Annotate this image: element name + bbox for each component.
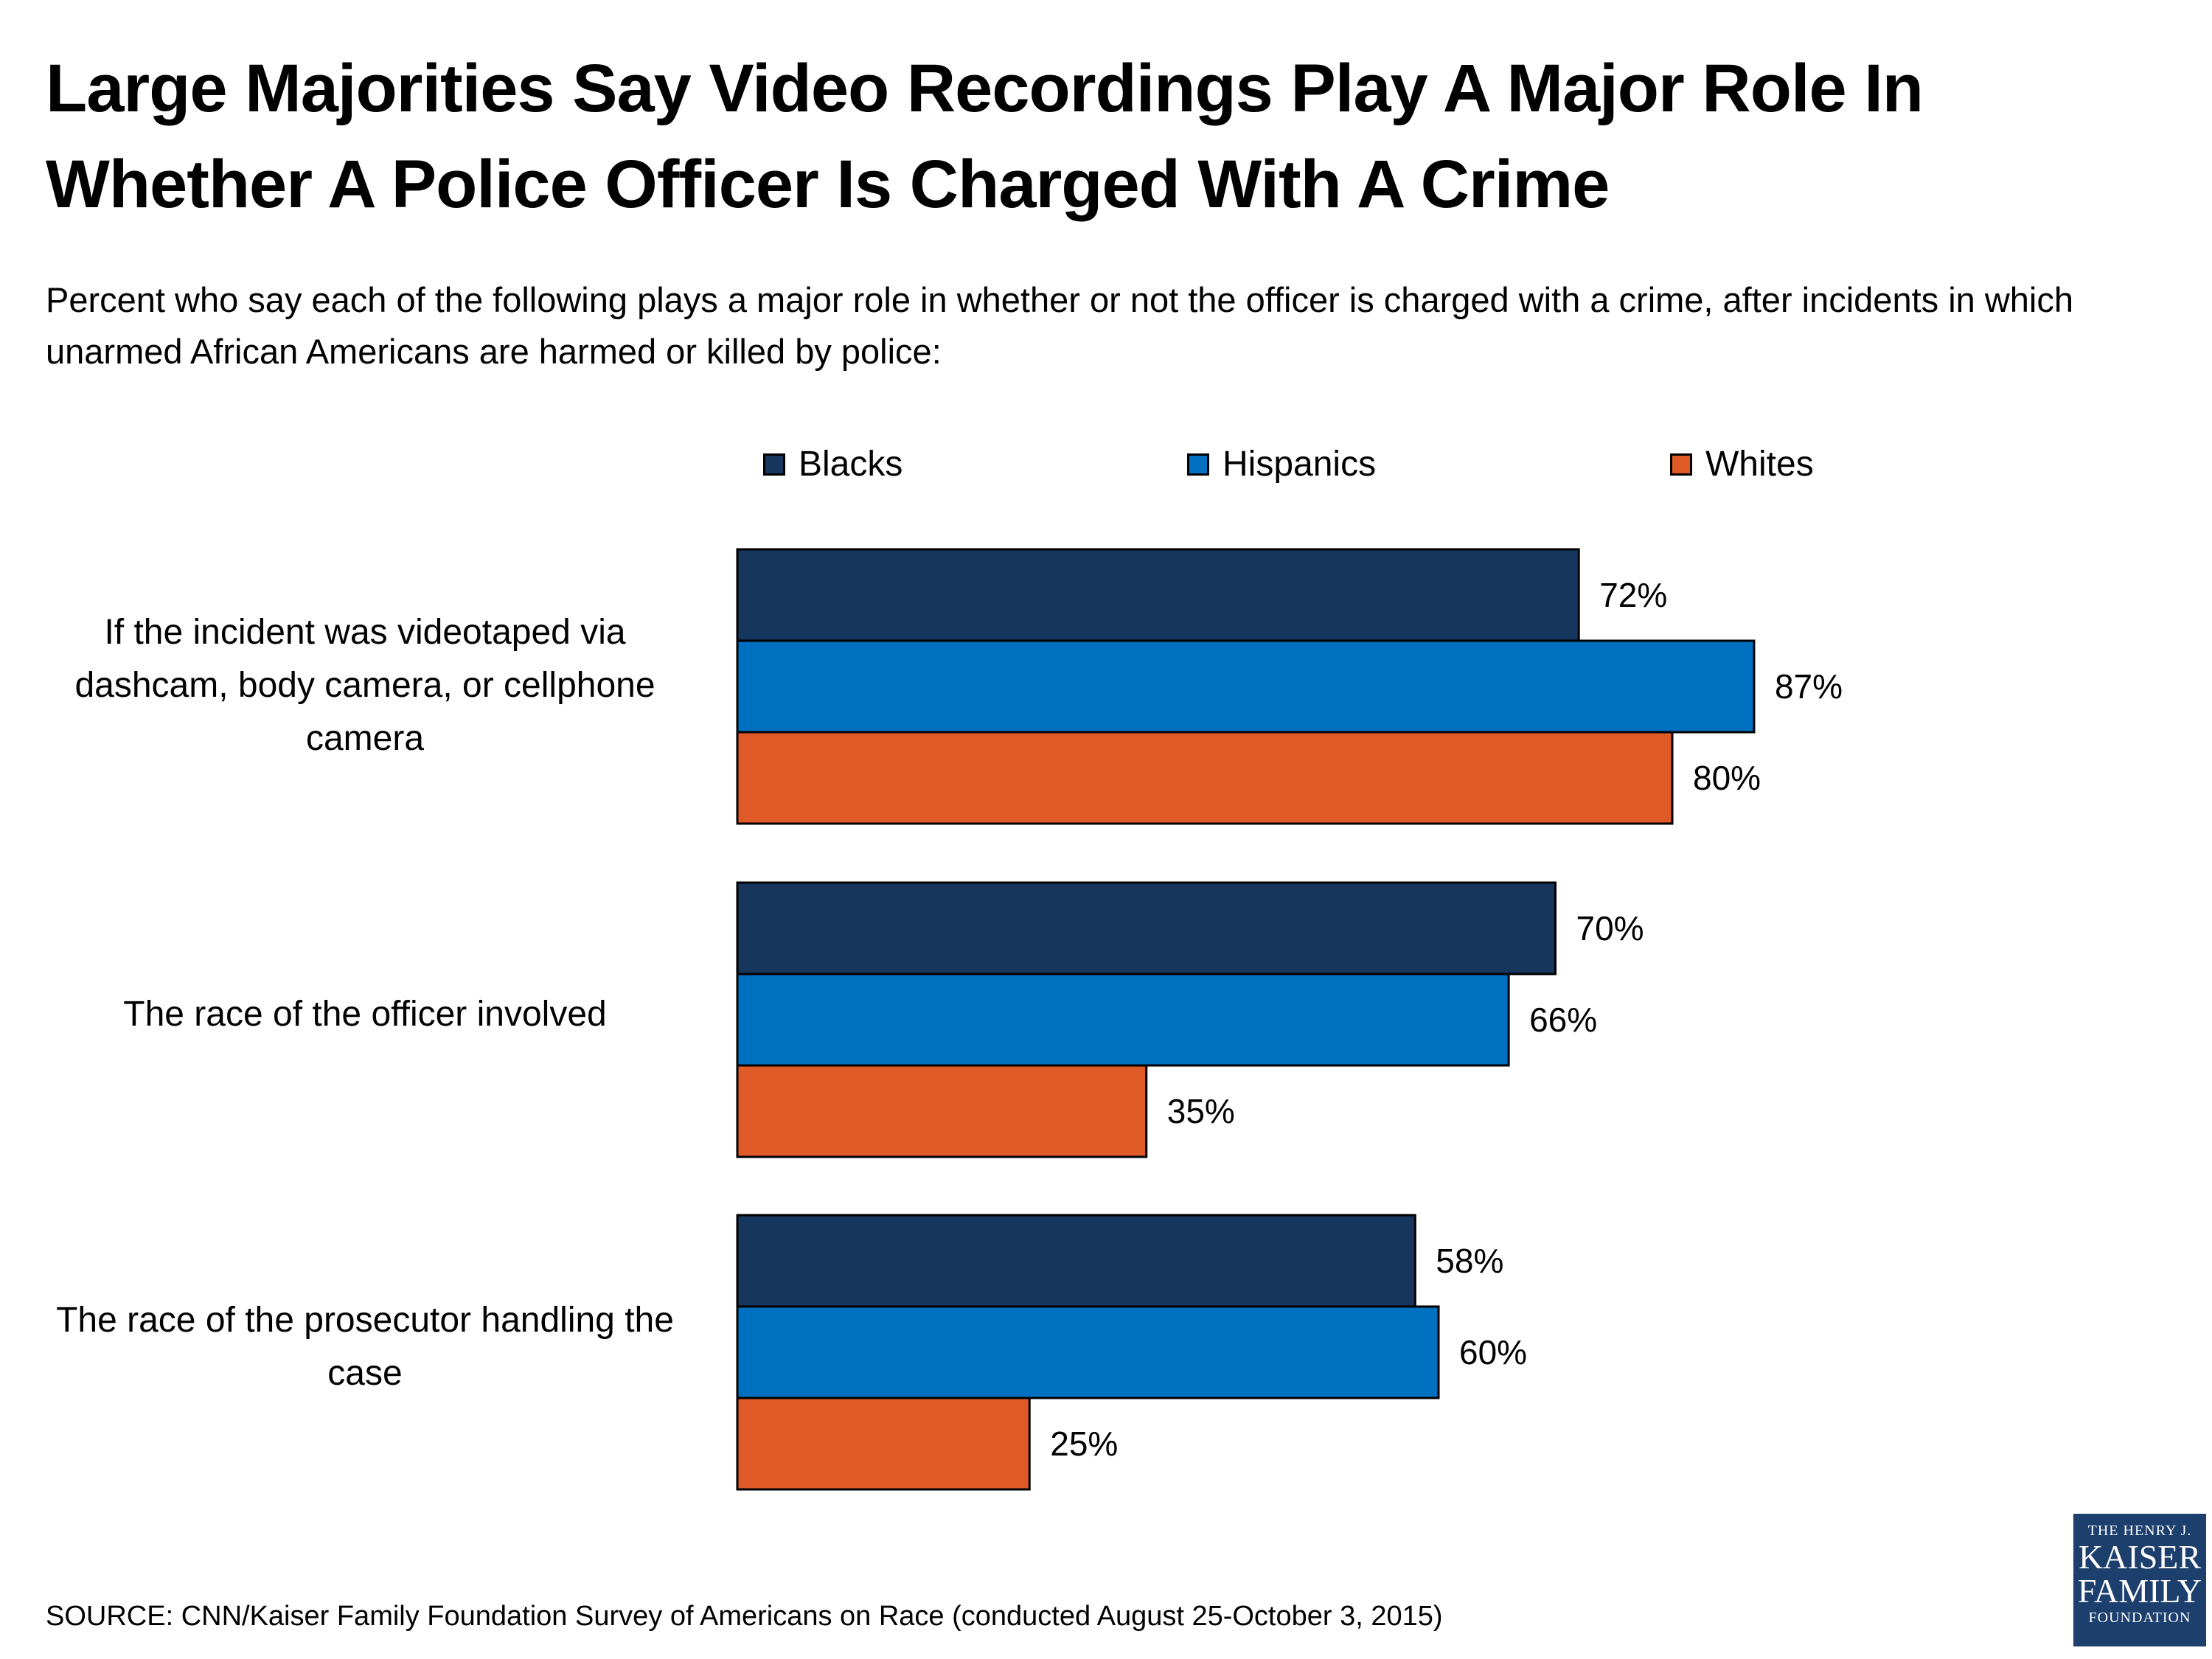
legend-label-hispanics: Hispanics [1222,445,1377,484]
legend-item-blacks: Blacks [763,439,902,490]
bar-prosecutor-race-blacks [736,1214,1416,1308]
chart-title: Large Majorities Say Video Recordings Pl… [46,51,1924,222]
logo-line-3: FAMILY [2077,1572,2202,1610]
bar-officer-race-blacks [736,881,1557,975]
logo-line-2: KAISER [2078,1538,2202,1576]
logo-line-4: FOUNDATION [2088,1610,2191,1626]
bar-videotaped-whites [736,731,1674,825]
source-note: SOURCE: CNN/Kaiser Family Foundation Sur… [46,1601,1443,1632]
legend-item-hispanics: Hispanics [1187,439,1376,490]
legend-swatch-blacks [763,453,785,476]
bar-videotaped-blacks [736,548,1580,642]
data-label-officer-race-whites: 35% [1167,1092,1235,1130]
legend: Blacks Hispanics Whites [0,439,2212,490]
bar-officer-race-whites [736,1064,1148,1158]
data-label-videotaped-hispanics: 87% [1775,667,1843,706]
legend-swatch-whites [1670,453,1692,476]
category-label-videotaped: If the incident was videotaped via dashc… [74,613,655,758]
data-label-prosecutor-race-blacks: 58% [1436,1242,1503,1280]
category-label-prosecutor-race: The race of the prosecutor handling the … [56,1301,674,1393]
bar-prosecutor-race-hispanics [736,1305,1440,1399]
legend-label-blacks: Blacks [799,445,903,484]
kff-logo: THE HENRY J. KAISER FAMILY FOUNDATION [2073,1514,2206,1646]
bar-officer-race-hispanics [736,973,1510,1067]
legend-item-whites: Whites [1670,439,1814,490]
logo-line-1: THE HENRY J. [2087,1523,2192,1539]
bar-videotaped-hispanics [736,639,1756,734]
data-label-videotaped-blacks: 72% [1599,576,1667,614]
legend-label-whites: Whites [1705,445,1814,484]
data-label-officer-race-hispanics: 66% [1529,1001,1597,1039]
data-label-prosecutor-race-hispanics: 60% [1459,1333,1527,1371]
chart-subtitle: Percent who say each of the following pl… [46,280,2074,371]
category-label-officer-race: The race of the officer involved [123,995,607,1034]
data-label-officer-race-blacks: 70% [1576,909,1644,947]
bar-prosecutor-race-whites [736,1397,1031,1491]
legend-swatch-hispanics [1187,453,1209,476]
data-label-prosecutor-race-whites: 25% [1050,1425,1118,1463]
data-label-videotaped-whites: 80% [1693,759,1761,797]
